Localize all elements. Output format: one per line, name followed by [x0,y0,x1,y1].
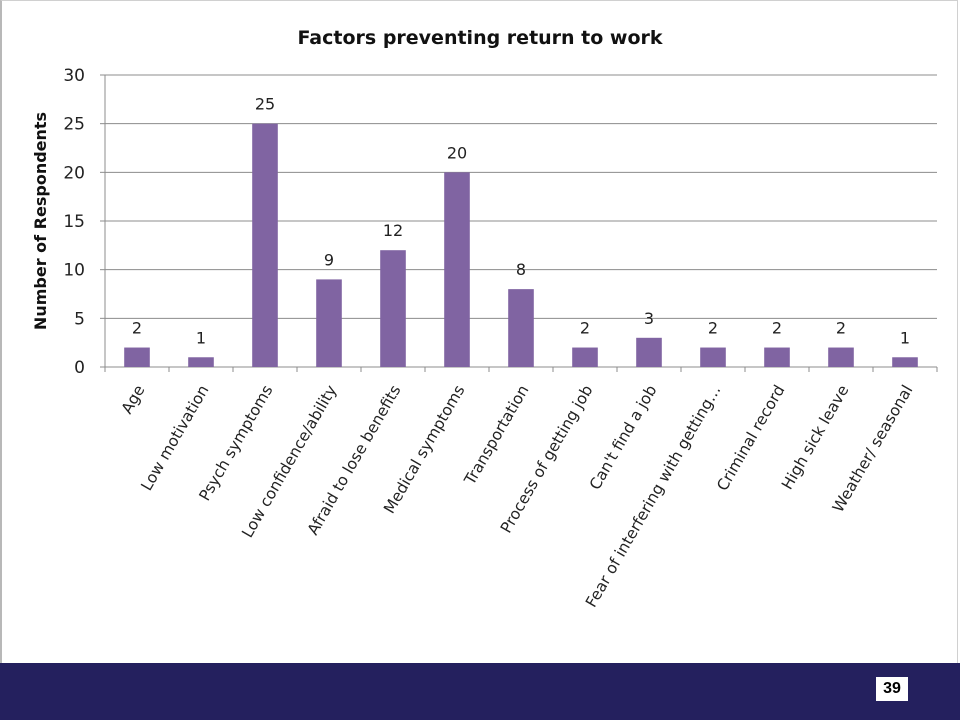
data-label: 1 [196,328,206,347]
y-tick-labels: 0 5 10 15 20 25 30 [63,66,85,378]
bar [316,279,342,367]
bar [828,347,854,367]
data-label: 9 [324,250,334,269]
y-tick-label: 0 [74,358,85,378]
y-tick-label: 5 [74,309,85,329]
bar [764,347,790,367]
page-number: 39 [876,677,908,701]
category-label: Age [118,382,149,417]
data-label: 12 [383,221,403,240]
y-tick-label: 15 [63,212,85,232]
data-label: 8 [516,260,526,279]
y-tick-label: 25 [63,115,85,135]
category-label: Transportation [460,382,532,489]
data-label: 2 [132,319,142,338]
category-label: Criminal record [713,382,788,494]
data-label: 2 [836,319,846,338]
data-label: 2 [708,319,718,338]
gridlines [105,74,937,319]
data-label: 2 [772,319,782,338]
bar [508,289,534,367]
bar [700,347,726,367]
data-label: 1 [900,328,910,347]
bar [892,357,918,367]
bar [636,337,662,367]
data-label: 2 [580,319,590,338]
y-tick-label: 20 [63,163,85,183]
y-axis-title: Number of Respondents [31,112,50,330]
bar [188,357,214,367]
category-label: Low motivation [137,382,212,494]
category-label: Fear of interfering with getting… [582,382,724,611]
bar [124,347,150,367]
y-tick-label: 10 [63,261,85,281]
data-label: 25 [255,95,275,114]
data-label: 3 [644,309,654,328]
bar [380,250,406,367]
category-label: Can't find a job [586,382,661,493]
bar-chart: Factors preventing return to work Number… [31,27,938,611]
data-labels: 2 1 25 9 12 20 8 2 3 2 2 2 1 [132,95,910,348]
bar [572,347,598,367]
y-tick-label: 30 [63,66,85,86]
category-label: High sick leave [778,382,852,493]
bar [444,172,470,367]
slide-frame [0,0,958,663]
chart-title: Factors preventing return to work [297,27,662,49]
bars [124,123,918,368]
bar [252,123,278,368]
footer-bar [0,663,960,720]
data-label: 20 [447,143,467,162]
